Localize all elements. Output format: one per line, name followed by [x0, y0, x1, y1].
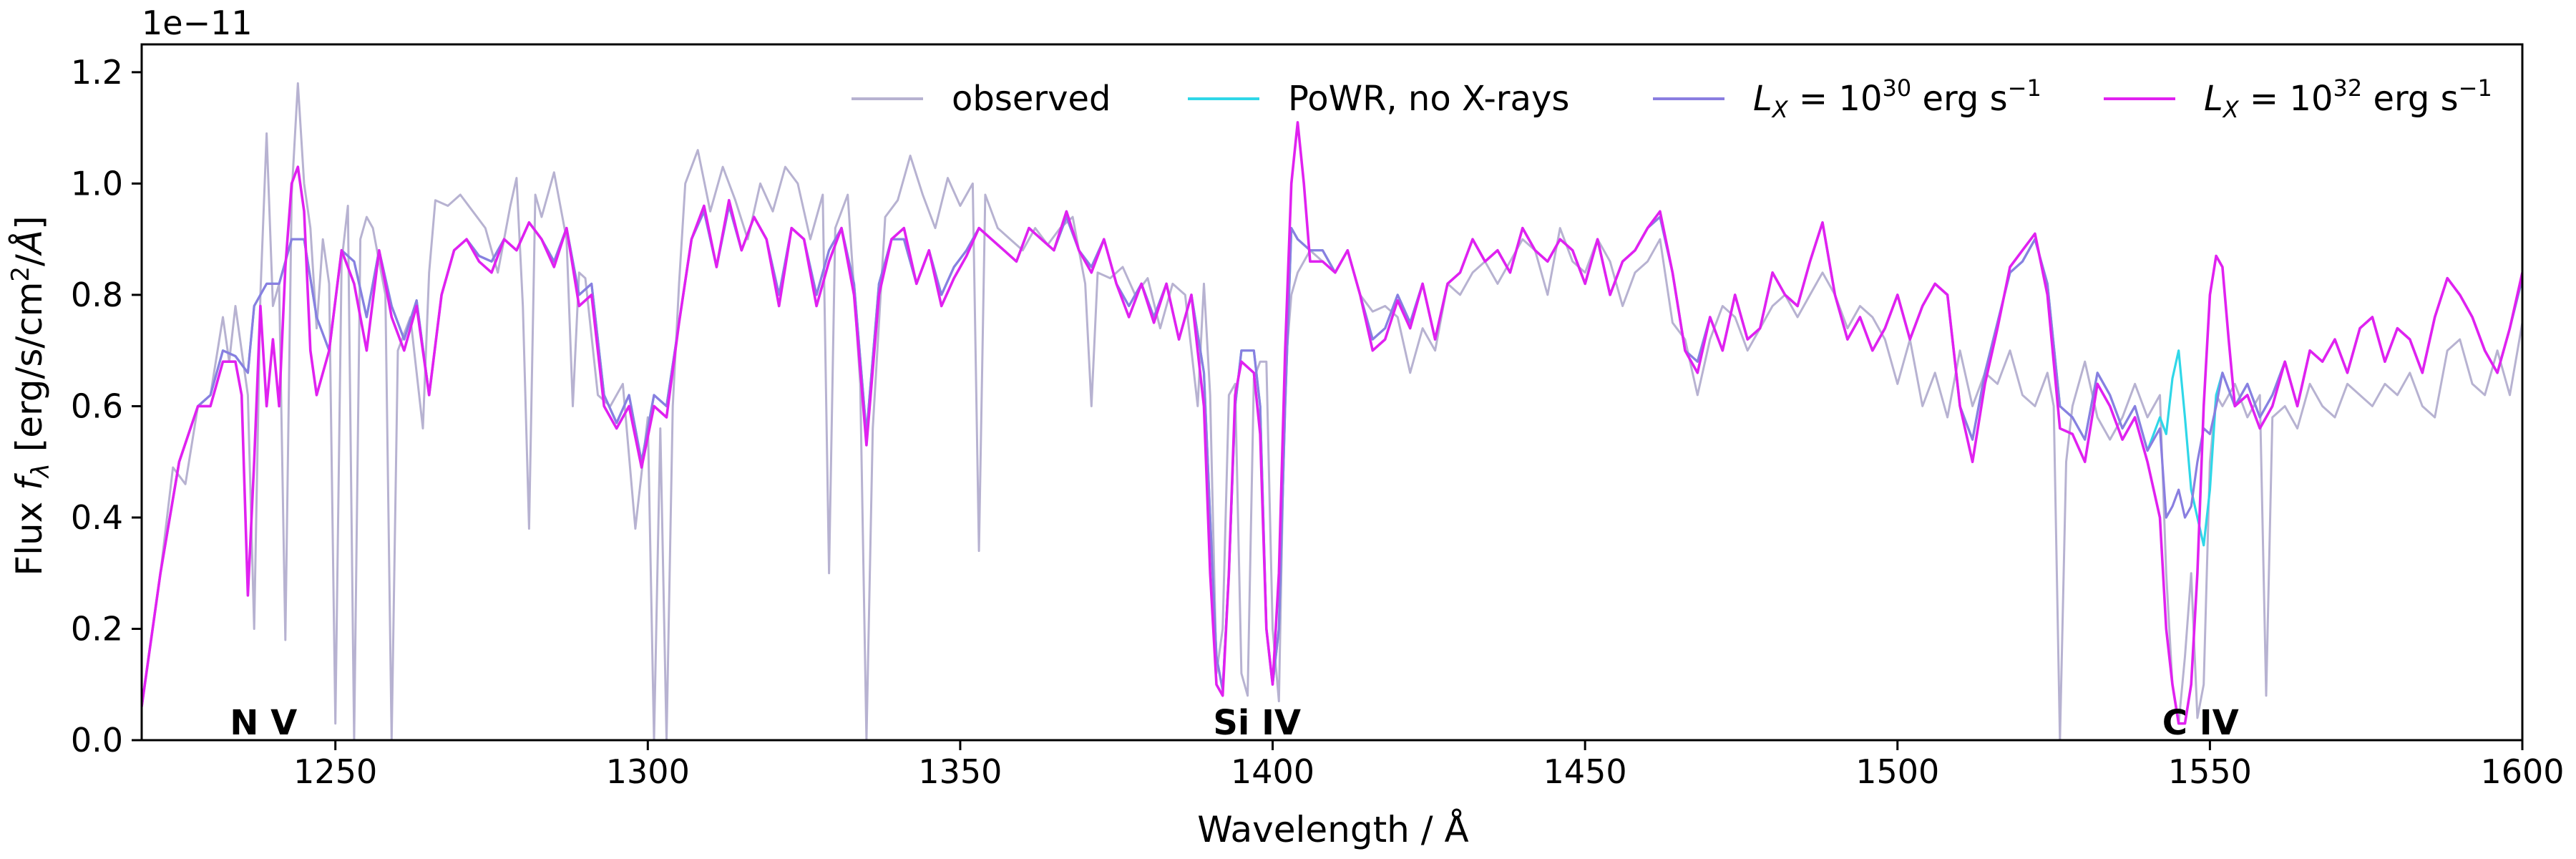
y-tick-label: 1.2: [71, 53, 123, 92]
x-tick-label: 1450: [1543, 752, 1627, 791]
x-axis-label: Wavelength / Å: [1197, 809, 1468, 850]
x-tick-label: 1600: [2480, 752, 2564, 791]
y-tick-label: 0.0: [71, 721, 123, 759]
series-layer: [142, 82, 2522, 740]
axes-layer: [140, 43, 2524, 742]
y-axis-label: Flux fλ [erg/s/cm2/Å]: [6, 215, 55, 576]
y-tick-label: 1.0: [71, 164, 123, 203]
legend-label: observed: [952, 79, 1111, 119]
legend: observed PoWR, no X-rays LX = 1030 erg s−1…: [852, 74, 2492, 123]
series-line-0: [142, 82, 2522, 740]
line-labels-layer: N V Si IV C IV: [230, 703, 2239, 743]
y-tick-label: 0.4: [71, 498, 123, 537]
line-label: Si IV: [1213, 703, 1301, 743]
legend-label: LX = 1032 erg s−1: [2204, 74, 2492, 123]
series-line-3: [142, 121, 2522, 725]
x-tick-label: 1300: [606, 752, 690, 791]
legend-label: LX = 1030 erg s−1: [1753, 74, 2041, 123]
x-tick-label: 1400: [1231, 752, 1314, 791]
x-tick-label: 1350: [918, 752, 1002, 791]
line-label: N V: [230, 703, 297, 743]
x-tick-label: 1500: [1855, 752, 1939, 791]
legend-label: PoWR, no X-rays: [1288, 79, 1569, 119]
x-tick-label: 1250: [293, 752, 377, 791]
y-tick-label: 0.6: [71, 387, 123, 425]
x-tick-label: 1550: [2168, 752, 2252, 791]
plot-frame: [140, 43, 2524, 742]
y-tick-label: 0.2: [71, 609, 123, 648]
ticks-layer: 1250 1300 1350 1400 1450 1500 1550 1600 0.0 0.2 0.…: [71, 53, 2565, 791]
y-tick-label: 0.8: [71, 276, 123, 314]
line-label: C IV: [2162, 703, 2239, 743]
y-offset-label: 1e−11: [142, 4, 253, 42]
